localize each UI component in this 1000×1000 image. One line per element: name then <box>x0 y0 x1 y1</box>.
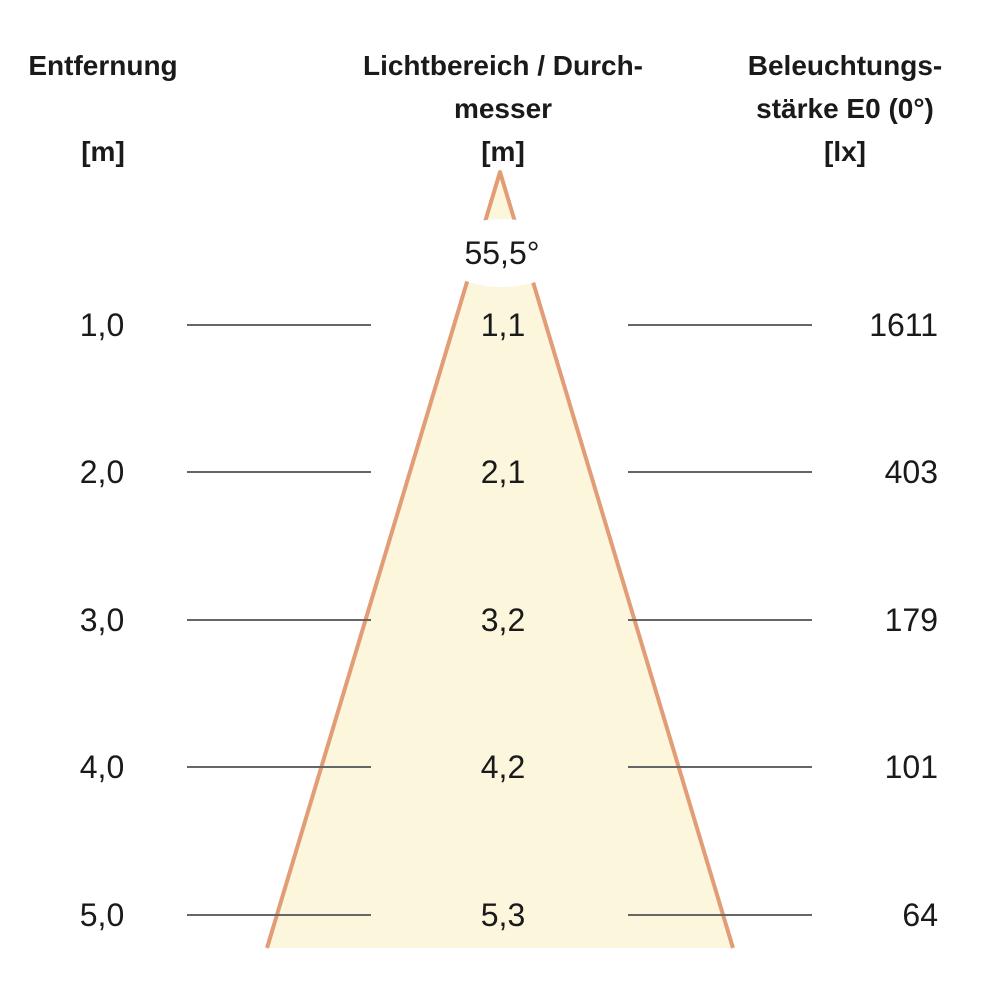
light-cone <box>265 170 735 949</box>
row-leader-line <box>628 619 812 621</box>
row-leader-line <box>628 766 812 768</box>
diameter-value: 2,1 <box>480 454 526 490</box>
diameter-value: 3,2 <box>480 602 526 638</box>
illuminance-value: 1611 <box>869 307 938 343</box>
column-header-distance: Entfernung [m] <box>10 44 196 173</box>
row-leader-line <box>187 471 371 473</box>
header-title: Beleuchtungs- <box>747 50 943 81</box>
header-unit: [m] <box>481 136 525 167</box>
row-leader-line <box>187 914 371 916</box>
header-title-spacer <box>10 87 196 130</box>
header-unit: [m] <box>81 136 125 167</box>
column-header-illuminance: Beleuchtungs- stärke E0 (0°) [lx] <box>685 44 1000 173</box>
distance-value: 2,0 <box>79 454 125 490</box>
distance-value: 3,0 <box>79 602 125 638</box>
row-leader-line <box>187 324 371 326</box>
column-header-beam-diameter: Lichtbereich / Durch- messer [m] <box>338 44 668 173</box>
illuminance-value: 101 <box>884 749 938 785</box>
diameter-value: 5,3 <box>480 897 526 933</box>
header-title-line2: messer <box>453 93 553 124</box>
diameter-value: 1,1 <box>480 307 526 343</box>
illuminance-value: 179 <box>884 602 938 638</box>
header-unit: [lx] <box>824 136 866 167</box>
row-leader-line <box>628 471 812 473</box>
header-title: Lichtbereich / Durch- <box>362 50 644 81</box>
beam-angle-label-backdrop <box>438 219 566 287</box>
distance-value: 4,0 <box>79 749 125 785</box>
distance-value: 5,0 <box>79 897 125 933</box>
header-title-line2: stärke E0 (0°) <box>756 93 934 124</box>
row-leader-line <box>187 766 371 768</box>
distance-value: 1,0 <box>79 307 125 343</box>
illuminance-value: 64 <box>902 897 938 933</box>
row-leader-line <box>187 619 371 621</box>
illuminance-value: 403 <box>884 454 938 490</box>
row-leader-line <box>628 914 812 916</box>
header-title: Entfernung <box>28 50 178 81</box>
diameter-value: 4,2 <box>480 749 526 785</box>
row-leader-line <box>628 324 812 326</box>
beam-angle-label: 55,5° <box>464 235 540 271</box>
